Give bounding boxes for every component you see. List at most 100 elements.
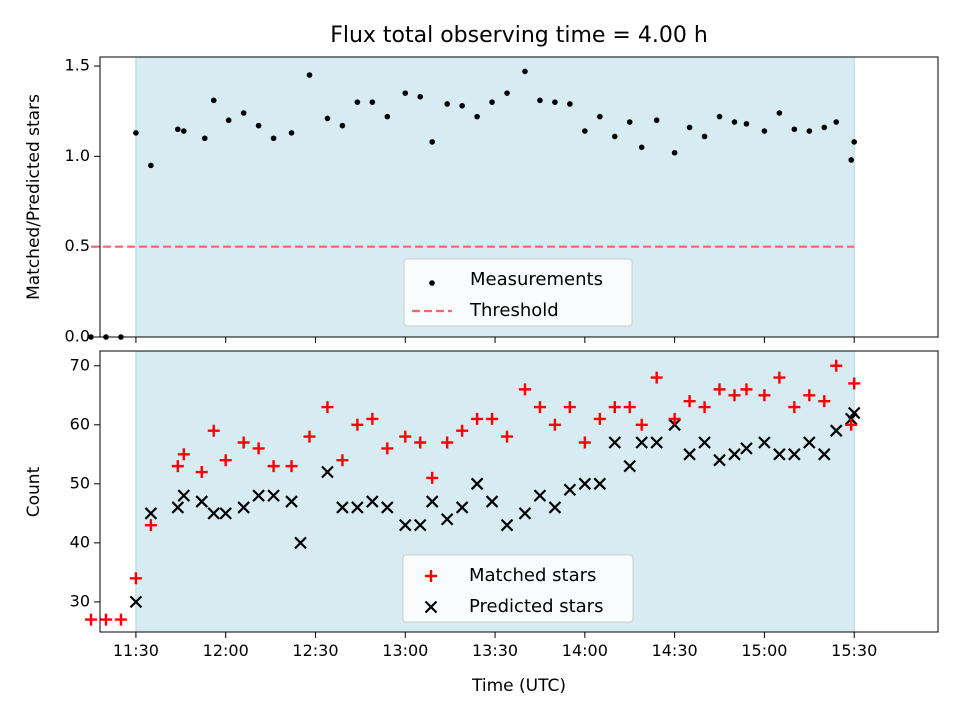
predicted-star-point [219, 507, 232, 520]
predicted-star-point [623, 459, 637, 473]
predicted-star-point [817, 448, 831, 461]
predicted-star-point [413, 518, 427, 532]
predicted-star-point [129, 595, 143, 609]
y-tick-label: 1.5 [65, 56, 90, 75]
matched-star-point [803, 389, 816, 402]
matched-star-point [486, 412, 499, 425]
predicted-star-point [728, 448, 741, 461]
y-tick-label: 30 [70, 591, 90, 610]
predicted-star-point [593, 477, 607, 491]
bottom-legend-swatch [424, 600, 438, 614]
measurement-point [671, 149, 678, 156]
predicted-star-point [713, 453, 726, 467]
predicted-star-point [847, 406, 861, 420]
matched-star-point [399, 430, 412, 443]
matched-star-point [818, 395, 831, 408]
predicted-star-point [366, 495, 379, 508]
bottom-legend-swatch [425, 570, 437, 582]
y-tick-label: 0.0 [65, 327, 90, 346]
matched-star-point [758, 389, 771, 402]
matched-star-point [381, 442, 394, 455]
measurement-point [148, 162, 154, 169]
predicted-star-point [455, 501, 469, 514]
matched-star-point [426, 471, 439, 484]
matched-star-point [195, 466, 208, 479]
measurement-point [210, 97, 217, 104]
measurement-point [833, 119, 840, 125]
bottom-legend-label: Matched stars [469, 565, 596, 586]
predicted-star-point [285, 495, 298, 508]
measurement-point [851, 139, 857, 145]
predicted-star-point [608, 436, 622, 449]
matched-star-point [608, 401, 621, 414]
y-tick-label: 1.0 [65, 146, 90, 165]
matched-star-point [414, 436, 427, 449]
matched-star-point [713, 383, 726, 396]
matched-star-point [845, 418, 858, 431]
top-legend [403, 258, 633, 327]
measurement-point [821, 124, 828, 131]
predicted-star-point [440, 512, 454, 526]
predicted-star-point [267, 489, 280, 502]
predicted-star-point [635, 436, 648, 449]
predicted-star-point [758, 436, 771, 449]
x-tick-label: 14:00 [562, 641, 608, 660]
measurement-point [743, 121, 750, 127]
matched-star-point [114, 613, 127, 626]
matched-star-point [267, 460, 280, 473]
y-tick-label: 40 [70, 532, 90, 551]
x-tick-label: 13:30 [472, 641, 518, 660]
matched-star-point [219, 454, 232, 467]
bottom-legend-label: Predicted stars [469, 596, 603, 617]
predicted-star-point [485, 495, 499, 508]
matched-star-point [501, 430, 514, 443]
measurement-point [731, 119, 738, 125]
measurement-point [255, 122, 262, 129]
top-legend-swatch [429, 280, 435, 286]
matched-star-point [518, 383, 531, 396]
predicted-star-point [773, 448, 786, 461]
matched-star-point [830, 359, 843, 372]
x-axis-label: Time (UTC) [471, 676, 566, 696]
measurement-point [806, 128, 813, 134]
matched-star-point [171, 460, 184, 473]
measurement-point [133, 130, 139, 136]
measurement-point [489, 99, 495, 105]
predicted-star-point [144, 507, 158, 520]
predicted-star-point [740, 442, 753, 455]
y-tick-label: 50 [70, 473, 90, 492]
x-tick-label: 15:30 [831, 641, 877, 660]
measurement-point [716, 113, 723, 120]
matched-star-point [698, 401, 711, 414]
predicted-star-point [803, 436, 816, 449]
matched-star-point [728, 389, 741, 402]
x-tick-label: 14:30 [652, 641, 698, 660]
measurement-point [88, 334, 94, 340]
predicted-star-point [578, 477, 592, 491]
matched-star-point [773, 371, 786, 384]
matched-star-point [668, 412, 681, 425]
matched-star-point [683, 395, 696, 408]
measurement-point [653, 117, 660, 124]
matched-star-point [578, 436, 591, 449]
matched-star-point [788, 401, 801, 414]
measurement-point [597, 113, 603, 120]
measurement-point [306, 72, 313, 78]
y-tick-label: 70 [70, 355, 90, 374]
predicted-star-point [381, 501, 394, 514]
predicted-star-point [195, 495, 209, 508]
predicted-star-point [207, 507, 221, 520]
bottom-plot-frame [99, 350, 939, 633]
matched-star-point [285, 460, 298, 473]
matched-star-point [366, 412, 379, 425]
predicted-star-point [425, 495, 439, 508]
measurement-point [791, 126, 798, 133]
measurement-point [848, 157, 855, 163]
measurement-point [324, 115, 331, 122]
top-legend-label: Threshold [469, 300, 559, 321]
matched-star-point [85, 613, 98, 626]
measurement-point [611, 133, 618, 140]
measurement-point [626, 119, 633, 125]
predicted-star-point [518, 507, 532, 520]
